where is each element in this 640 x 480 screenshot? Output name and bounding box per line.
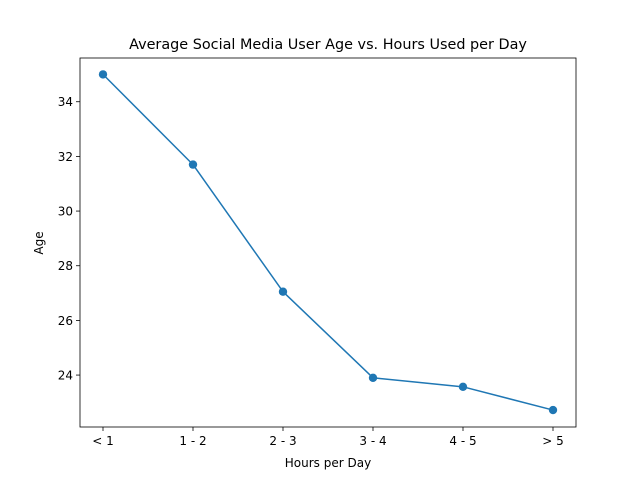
data-point: [278, 287, 288, 296]
x-tick-label: > 5: [542, 434, 564, 448]
y-tick-label: 26: [58, 314, 73, 328]
data-point: [368, 373, 378, 382]
plot-area: < 1 1 - 2 2 - 3 3 - 4 4 - 5 > 5 24 26 28 30 32 34: [58, 57, 577, 448]
y-tick-label: 28: [58, 259, 73, 273]
axes-frame: [79, 57, 577, 428]
series-line: [102, 73, 554, 411]
y-axis-label: Age: [32, 231, 46, 254]
x-tick-label: 4 - 5: [449, 434, 476, 448]
data-point: [458, 382, 468, 392]
data-point: [188, 160, 198, 169]
data-point: [548, 405, 558, 415]
y-tick-label: 24: [58, 369, 73, 383]
y-tick-label: 32: [58, 150, 73, 164]
y-tick-label: 34: [58, 95, 73, 109]
x-tick-label: 1 - 2: [179, 434, 206, 448]
x-tick-label: 3 - 4: [359, 434, 386, 448]
data-point: [98, 70, 108, 79]
chart-title: Average Social Media User Age vs. Hours …: [129, 37, 527, 53]
x-tick-label: < 1: [92, 434, 114, 448]
x-axis-label: Hours per Day: [285, 456, 371, 470]
x-tick-label: 2 - 3: [269, 434, 296, 448]
y-tick-label: 30: [58, 205, 73, 219]
